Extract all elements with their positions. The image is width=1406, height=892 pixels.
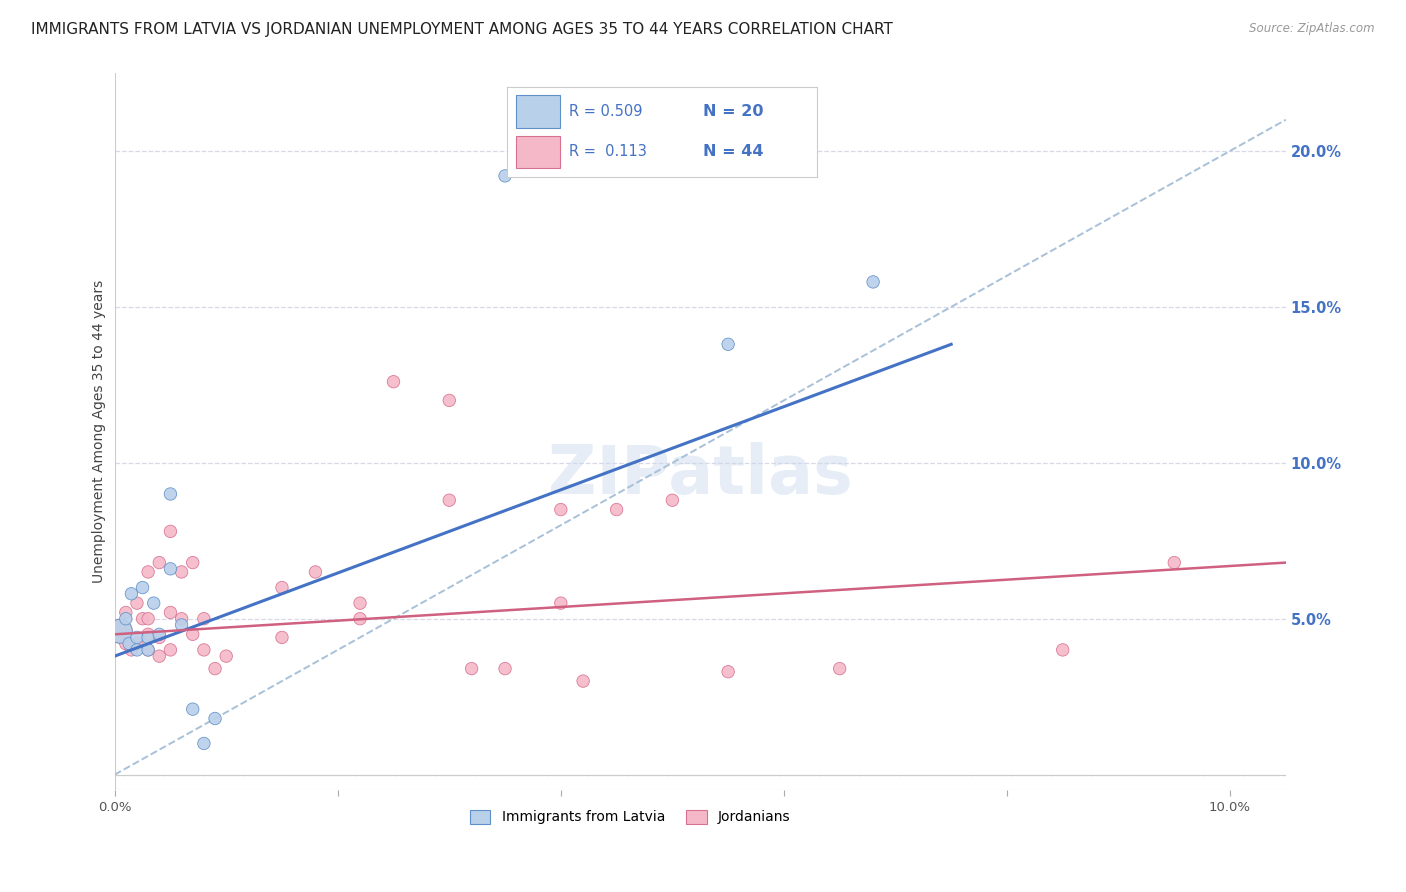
Point [114,637,136,651]
Point [181,627,204,641]
Point [114,606,136,620]
Point [349,596,371,610]
Point [382,375,405,389]
Point [204,712,226,726]
Point [136,643,159,657]
Point [120,643,142,657]
Point [118,637,141,651]
Point [159,562,181,576]
Point [1163,556,1185,570]
Point [828,662,851,676]
Point [114,612,136,626]
Point [170,618,193,632]
Point [1052,643,1074,657]
Point [148,556,170,570]
Point [136,627,159,641]
Point [271,631,294,645]
Point [136,643,159,657]
Point [606,502,628,516]
Text: Source: ZipAtlas.com: Source: ZipAtlas.com [1250,22,1375,36]
Legend: Immigrants from Latvia, Jordanians: Immigrants from Latvia, Jordanians [464,804,796,830]
Point [717,337,740,351]
Point [148,631,170,645]
Point [131,581,153,595]
Point [142,596,165,610]
Point [550,596,572,610]
Point [572,674,595,689]
Text: ZIPatlas: ZIPatlas [548,442,852,508]
Point [136,565,159,579]
Point [717,665,740,679]
Point [125,637,148,651]
Point [215,649,238,664]
Point [661,493,683,508]
Point [271,581,294,595]
Point [170,612,193,626]
Point [125,596,148,610]
Point [120,587,142,601]
Point [181,556,204,570]
Point [159,606,181,620]
Point [125,631,148,645]
Point [136,631,159,645]
Point [159,524,181,539]
Point [148,649,170,664]
Point [193,736,215,750]
Text: IMMIGRANTS FROM LATVIA VS JORDANIAN UNEMPLOYMENT AMONG AGES 35 TO 44 YEARS CORRE: IMMIGRANTS FROM LATVIA VS JORDANIAN UNEM… [31,22,893,37]
Point [148,627,170,641]
Point [136,612,159,626]
Point [862,275,884,289]
Point [193,643,215,657]
Point [110,624,132,639]
Point [181,702,204,716]
Point [110,624,132,639]
Point [439,493,461,508]
Y-axis label: Unemployment Among Ages 35 to 44 years: Unemployment Among Ages 35 to 44 years [93,280,107,583]
Point [460,662,482,676]
Point [550,502,572,516]
Point [494,169,516,183]
Point [131,612,153,626]
Point [304,565,326,579]
Point [349,612,371,626]
Point [439,393,461,408]
Point [159,487,181,501]
Point [193,612,215,626]
Point [125,643,148,657]
Point [159,643,181,657]
Point [170,565,193,579]
Point [494,662,516,676]
Point [204,662,226,676]
